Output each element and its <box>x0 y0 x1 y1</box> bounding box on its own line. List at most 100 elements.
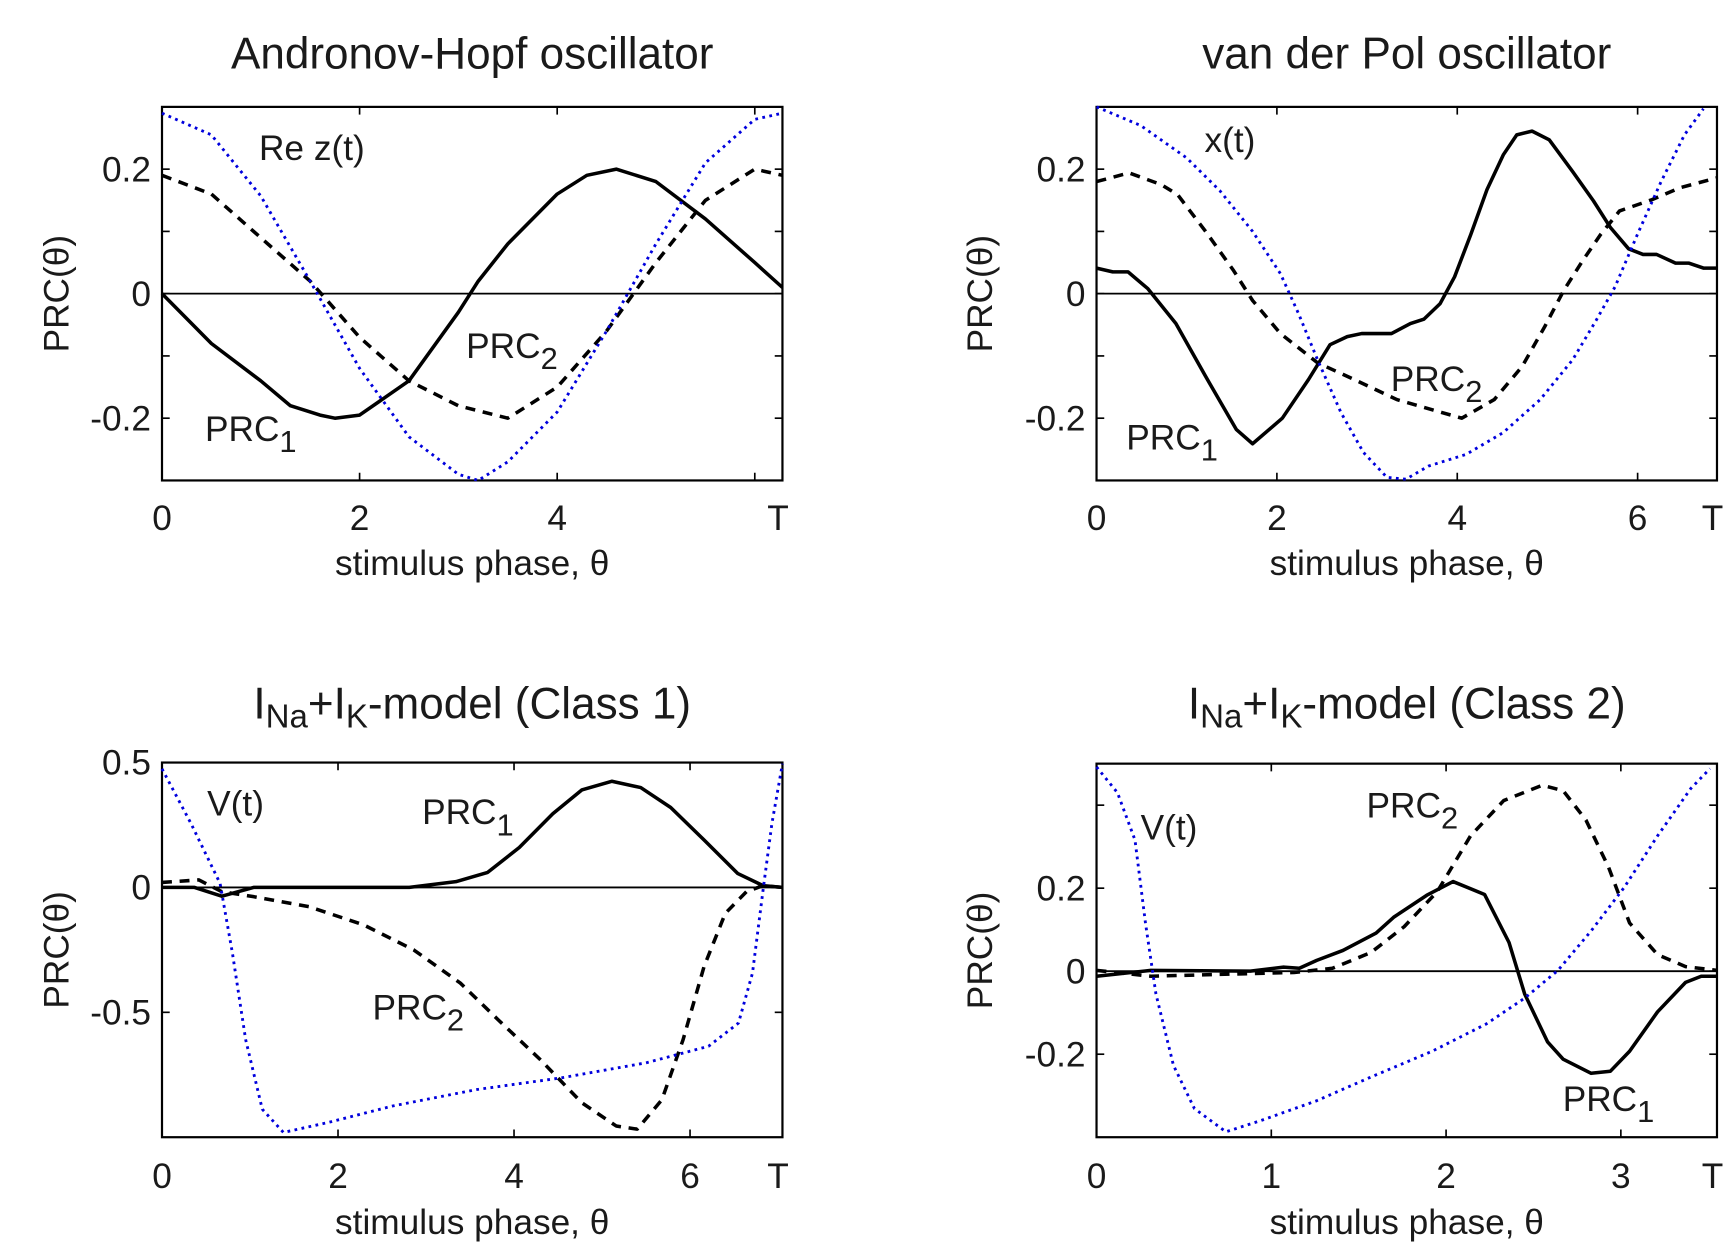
axes-frame <box>160 761 784 1139</box>
x-tick-label: 0 <box>1087 499 1107 538</box>
chart-title: van der Pol oscillator <box>1202 29 1611 78</box>
y-tick-label: -0.5 <box>90 993 151 1032</box>
x-tick-label: 4 <box>1447 499 1467 538</box>
title-text: +I <box>1242 679 1280 728</box>
y-tick-label: 0.2 <box>1036 150 1085 189</box>
y-axis-label: PRC(θ) <box>961 892 1000 1010</box>
chart-panel-4: INa+IK-model (Class 2) 0 1 2 3 T 0.2 0 -0.2 stimu… <box>961 679 1724 1242</box>
title-text: Andronov-Hopf oscillator <box>231 29 714 78</box>
title-text: +I <box>308 679 346 728</box>
annotation-text: PRC <box>422 793 496 832</box>
y-tick-label: 0 <box>131 869 151 908</box>
annotation-subscript: 1 <box>279 424 296 459</box>
annotation-text: PRC <box>1563 1080 1637 1119</box>
y-axis-label: PRC(θ) <box>37 235 76 353</box>
series-line-prc1 <box>160 167 784 420</box>
x-tick-label: 2 <box>1436 1157 1456 1196</box>
x-tick-label: T <box>767 499 789 538</box>
series-line-prc2 <box>161 878 783 1131</box>
y-tick-label: 0.2 <box>102 150 151 189</box>
y-axis-label: PRC(θ) <box>37 891 76 1009</box>
annotation-subscript: 1 <box>1637 1094 1654 1129</box>
chart-panel-1: Andronov-Hopf oscillator 0 2 4 T 0.2 0 -0.2 stim… <box>37 29 788 583</box>
annotation-text: PRC <box>372 988 446 1027</box>
x-tick-label: T <box>1702 1157 1724 1196</box>
annotation-text: PRC <box>466 327 540 366</box>
annotation-subscript: 2 <box>541 341 558 376</box>
annotation-subscript: 2 <box>447 1002 464 1037</box>
series-line-prc1 <box>1096 129 1717 446</box>
x-tick-label: T <box>767 1157 789 1196</box>
annotation-subscript: 2 <box>1465 374 1482 409</box>
chart-panel-3: INa+IK-model (Class 1) 0 2 4 6 T 0.5 0 -0.5 stimu… <box>37 679 788 1242</box>
x-axis-label: stimulus phase, θ <box>1270 544 1544 583</box>
x-tick-label: T <box>1702 499 1724 538</box>
chart-title: INa+IK-model (Class 1) <box>253 679 691 735</box>
title-subscript: K <box>1280 698 1302 735</box>
annotation-subscript: 1 <box>497 807 514 842</box>
series-line-prc2 <box>1096 171 1718 420</box>
y-tick-label: 0 <box>1066 952 1086 991</box>
series-annotation: PRC1 <box>1563 1080 1655 1129</box>
title-text: I <box>253 679 265 728</box>
chart-title: Andronov-Hopf oscillator <box>231 29 714 78</box>
series-annotation: PRC1 <box>1126 419 1218 468</box>
series-line-prc2 <box>1096 783 1718 978</box>
y-tick-label: 0 <box>1066 275 1086 314</box>
annotation-text: V(t) <box>207 784 264 823</box>
y-tick-label: 0 <box>131 275 151 314</box>
x-tick-label: 4 <box>547 499 567 538</box>
y-tick-label: 0.2 <box>1036 869 1085 908</box>
x-tick-label: 3 <box>1611 1157 1631 1196</box>
x-tick-label: 1 <box>1261 1157 1281 1196</box>
series-annotation: V(t) <box>207 784 264 823</box>
series-line-prc1 <box>161 779 783 898</box>
x-tick-label: 6 <box>1628 499 1648 538</box>
y-axis-label: PRC(θ) <box>961 235 1000 353</box>
annotation-subscript: 1 <box>1201 433 1218 468</box>
series-line-x-t <box>1095 105 1705 481</box>
axes-frame <box>1095 762 1719 1139</box>
series-line-v-t <box>160 763 784 1134</box>
y-tick-label: -0.2 <box>90 399 151 438</box>
y-tick-label: -0.2 <box>1025 1035 1086 1074</box>
x-tick-label: 0 <box>152 499 172 538</box>
x-tick-label: 2 <box>350 499 370 538</box>
series-annotation: V(t) <box>1141 809 1198 848</box>
title-text: I <box>1188 679 1200 728</box>
chart-title: INa+IK-model (Class 2) <box>1188 679 1626 735</box>
annotation-text: PRC <box>1391 360 1465 399</box>
series-annotation: Re z(t) <box>259 129 365 168</box>
series-annotation: PRC2 <box>1367 787 1459 836</box>
title-subscript: K <box>346 698 368 735</box>
x-tick-label: 2 <box>1267 499 1287 538</box>
series-line-re-z-t <box>161 111 783 482</box>
x-tick-label: 0 <box>152 1157 172 1196</box>
title-text: -model (Class 2) <box>1302 679 1625 728</box>
series-annotation: PRC2 <box>1391 360 1483 409</box>
y-tick-label: 0.5 <box>102 744 151 783</box>
annotation-subscript: 2 <box>1441 801 1458 836</box>
series-annotation: PRC2 <box>372 988 464 1037</box>
series-annotation: PRC1 <box>205 410 297 459</box>
x-tick-label: 6 <box>680 1157 700 1196</box>
series-line-prc1 <box>1096 879 1717 1076</box>
x-tick-label: 0 <box>1087 1157 1107 1196</box>
x-axis-label: stimulus phase, θ <box>335 1203 609 1242</box>
annotation-text: Re z(t) <box>259 129 365 168</box>
title-subscript: Na <box>1200 698 1243 735</box>
series-annotation: PRC1 <box>422 793 514 842</box>
series-line-v-t <box>1095 766 1712 1134</box>
title-text: van der Pol oscillator <box>1202 29 1611 78</box>
title-subscript: Na <box>266 698 309 735</box>
series-annotation: x(t) <box>1205 121 1256 160</box>
annotation-text: PRC <box>205 410 279 449</box>
chart-panel-2: van der Pol oscillator 0 2 4 6 T 0.2 0 -0.2 stimu… <box>961 29 1724 583</box>
x-axis-label: stimulus phase, θ <box>335 544 609 583</box>
y-tick-label: -0.2 <box>1025 399 1086 438</box>
series-line-prc2 <box>161 167 783 420</box>
series-annotation: PRC2 <box>466 327 558 376</box>
annotation-text: PRC <box>1367 787 1441 826</box>
x-tick-label: 4 <box>504 1157 524 1196</box>
